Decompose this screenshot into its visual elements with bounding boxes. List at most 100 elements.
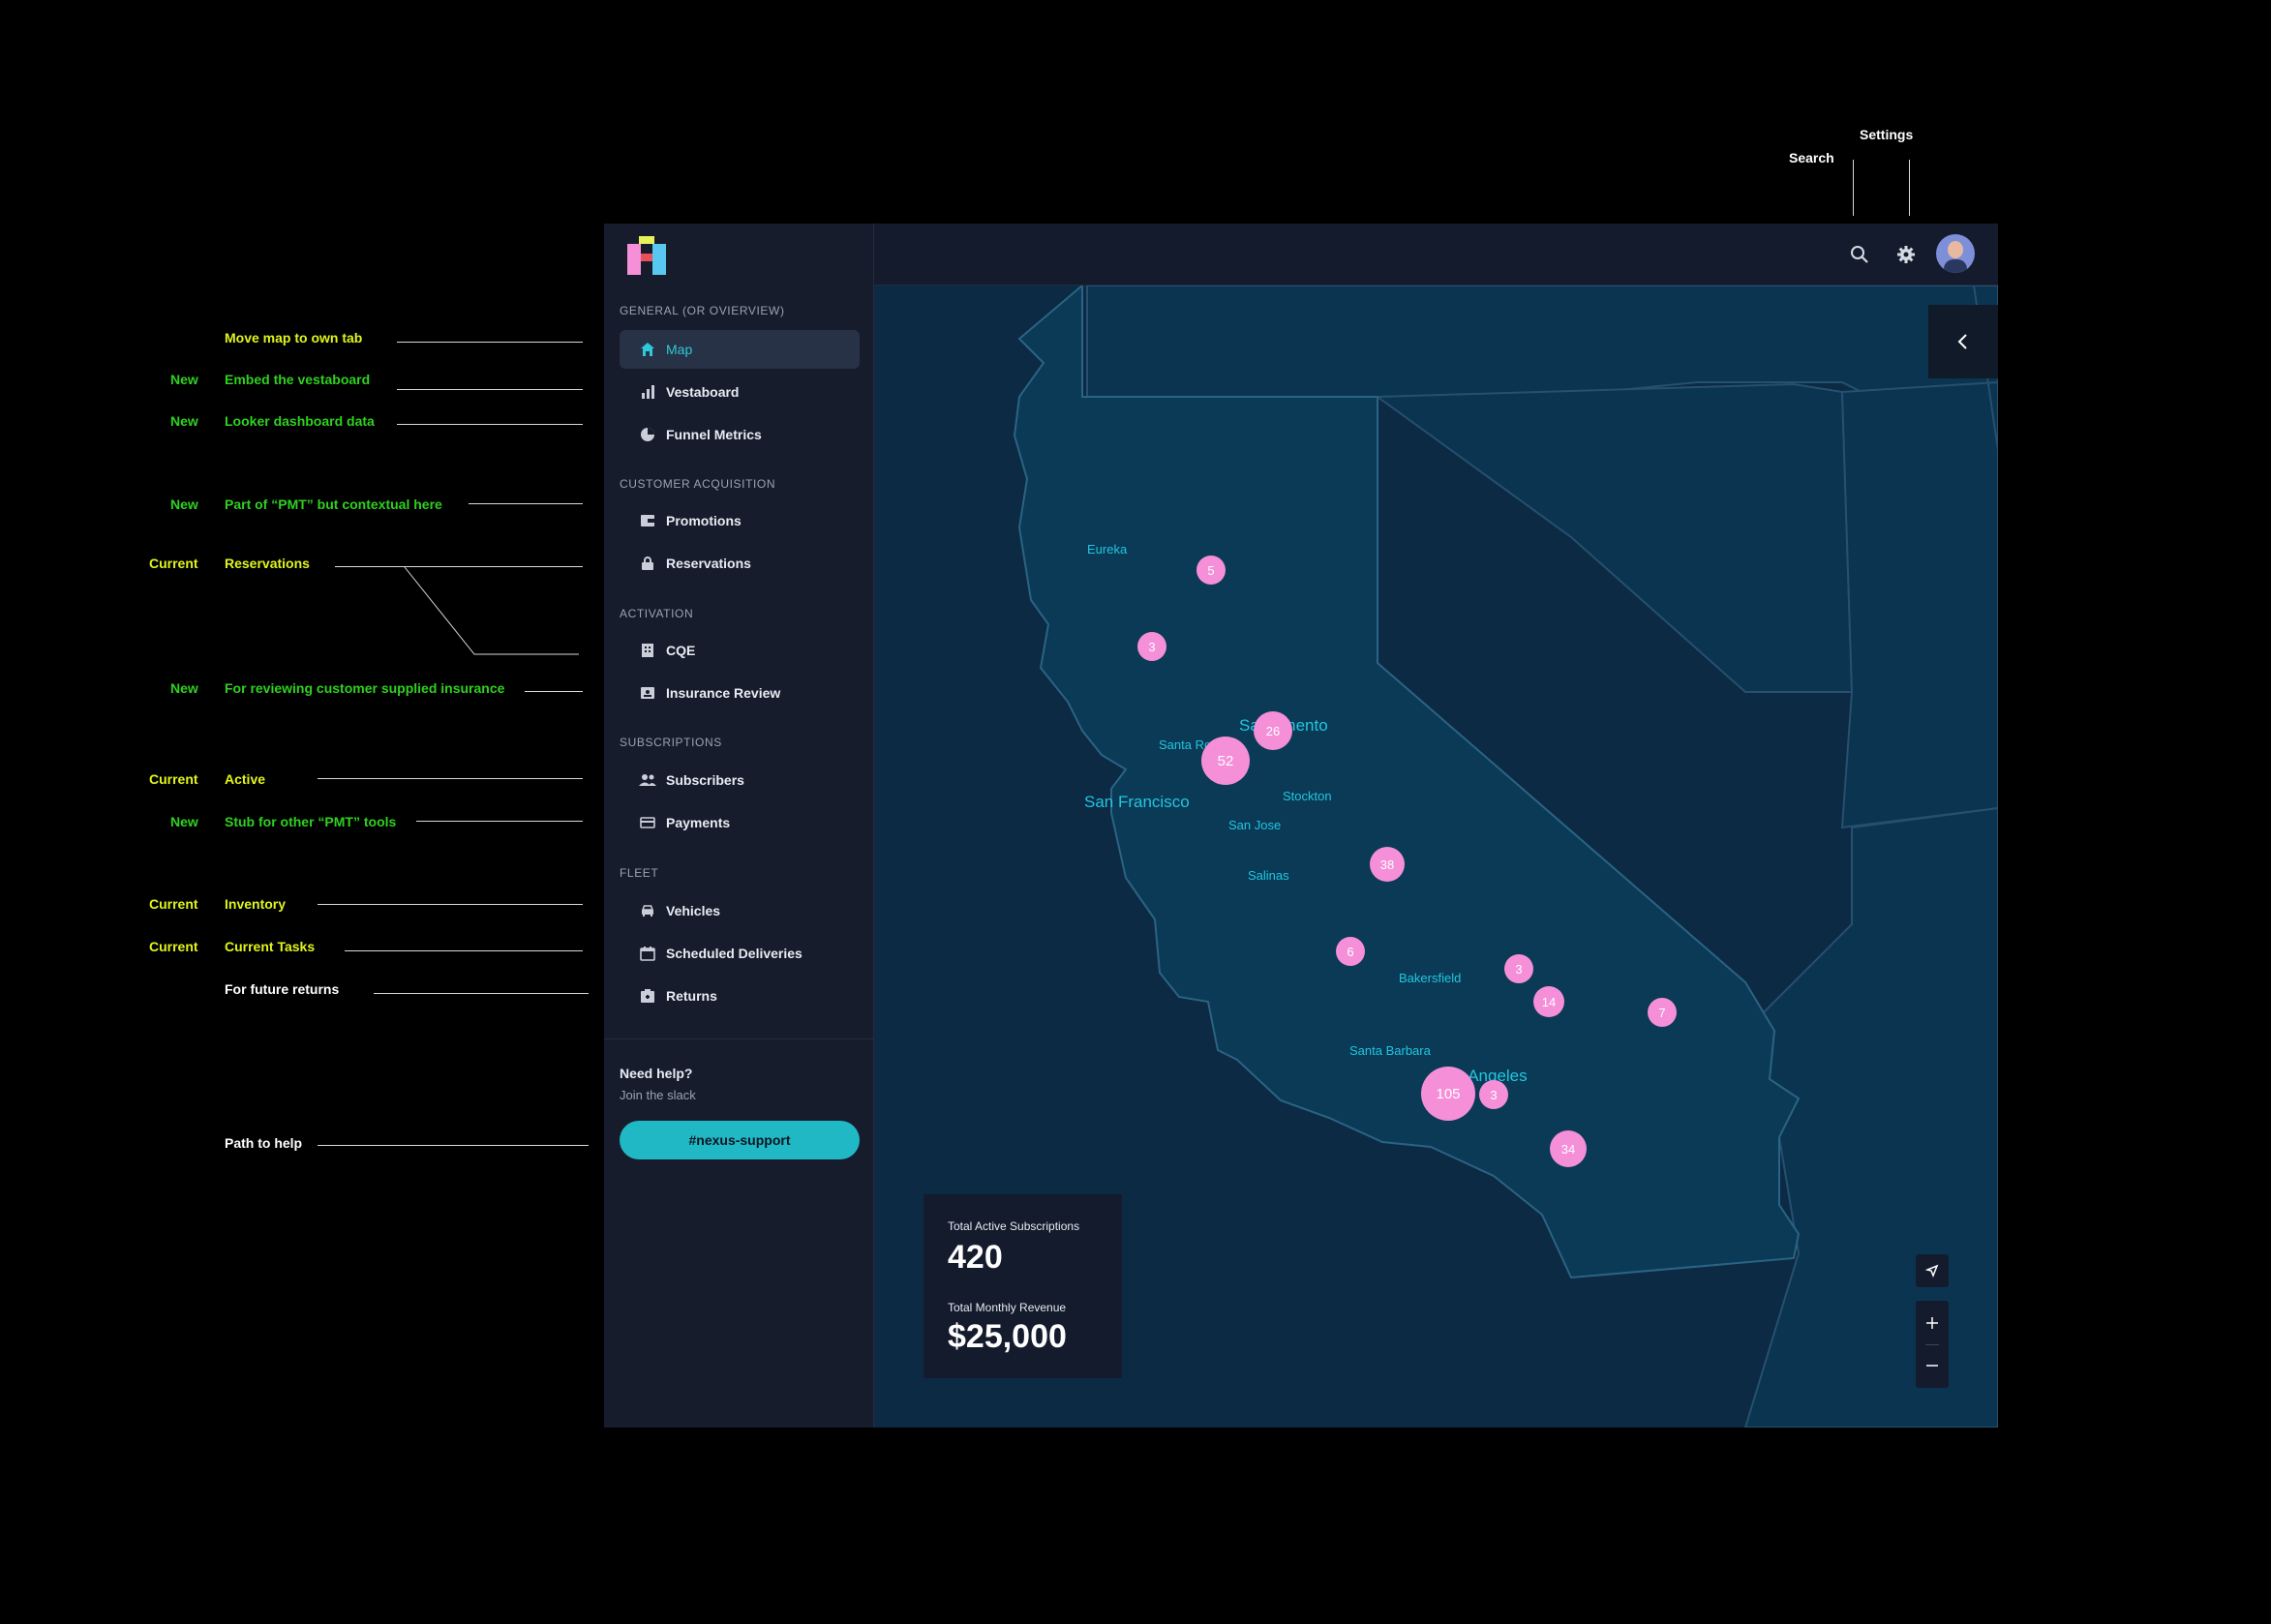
- nav-item-label: Payments: [666, 815, 731, 830]
- cluster-marker[interactable]: 38: [1370, 847, 1405, 882]
- city-label: Bakersfield: [1399, 971, 1462, 985]
- cursor-icon: [1925, 1264, 1939, 1278]
- nav-item-promotions[interactable]: Promotions: [620, 501, 860, 540]
- revenue-label: Total Monthly Revenue: [948, 1301, 1067, 1314]
- nav-item-label: Insurance Review: [666, 685, 781, 701]
- annotation-line: [335, 566, 583, 567]
- nav-item-label: Returns: [666, 988, 717, 1004]
- nav-item-vestaboard[interactable]: Vestaboard: [620, 373, 860, 411]
- annotation-text: Stub for other “PMT” tools: [225, 814, 397, 829]
- cluster-marker[interactable]: 34: [1550, 1130, 1587, 1167]
- nav-item-reservations[interactable]: Reservations: [620, 544, 860, 583]
- cluster-marker[interactable]: 6: [1336, 937, 1365, 966]
- map-area[interactable]: Eureka Sacramento Santa Rosa San Francis…: [874, 286, 1998, 1428]
- sidebar-divider: [604, 1038, 873, 1039]
- cluster-marker[interactable]: 3: [1137, 632, 1166, 661]
- annotation-text: Move map to own tab: [225, 330, 363, 346]
- nav-item-label: Reservations: [666, 556, 751, 571]
- annotation-tag: New: [170, 413, 198, 429]
- settings-button[interactable]: [1892, 241, 1920, 268]
- collapse-panel-button[interactable]: [1928, 305, 1998, 378]
- zoom-controls: [1916, 1301, 1949, 1388]
- nav-item-funnel-metrics[interactable]: Funnel Metrics: [620, 415, 860, 454]
- cluster-marker[interactable]: 7: [1648, 998, 1677, 1027]
- california-shape: [1013, 286, 1801, 1279]
- building-icon: [639, 642, 656, 659]
- annotation-tag: New: [170, 496, 198, 512]
- annotation-tag: New: [170, 814, 198, 829]
- cluster-marker[interactable]: 5: [1196, 556, 1226, 585]
- nav-item-cqe[interactable]: CQE: [620, 631, 860, 670]
- cluster-marker[interactable]: 3: [1479, 1080, 1508, 1109]
- nav-item-label: Promotions: [666, 513, 742, 528]
- city-label: San Francisco: [1084, 793, 1190, 811]
- calendar-icon: [639, 945, 656, 962]
- select-tool-button[interactable]: [1916, 1254, 1949, 1287]
- annotation-line: [374, 993, 589, 994]
- plus-icon: [1926, 1317, 1938, 1329]
- cluster-marker[interactable]: 14: [1533, 986, 1564, 1017]
- pie-chart-icon: [639, 426, 656, 443]
- search-callout: Search: [1789, 150, 1834, 165]
- annotation-tag: Current: [149, 939, 198, 954]
- annotation-line: [469, 503, 583, 504]
- nav-item-returns[interactable]: Returns: [620, 977, 860, 1015]
- wallet-icon: [639, 512, 656, 529]
- zoom-out-button[interactable]: [1916, 1351, 1949, 1380]
- nav-item-subscribers[interactable]: Subscribers: [620, 761, 860, 799]
- annotation-line: [318, 1145, 589, 1146]
- people-icon: [639, 771, 656, 789]
- annotation-text: Looker dashboard data: [225, 413, 375, 429]
- nav-item-payments[interactable]: Payments: [620, 803, 860, 842]
- avatar[interactable]: [1936, 234, 1975, 273]
- nav-item-label: Subscribers: [666, 772, 744, 788]
- nav-item-insurance-review[interactable]: Insurance Review: [620, 674, 860, 712]
- section-header-fleet: FLEET: [620, 866, 659, 880]
- avatar-shoulders: [1944, 259, 1967, 273]
- app-logo: [627, 236, 666, 275]
- cluster-marker[interactable]: 105: [1421, 1067, 1475, 1121]
- return-box-icon: [639, 987, 656, 1005]
- annotation-connector: [404, 566, 579, 655]
- nav-item-label: Vestaboard: [666, 384, 740, 400]
- city-label: San Jose: [1228, 818, 1282, 832]
- nav-item-map[interactable]: Map: [620, 330, 860, 369]
- nav-item-vehicles[interactable]: Vehicles: [620, 891, 860, 930]
- section-header-customer-acquisition: CUSTOMER ACQUISITION: [620, 477, 776, 491]
- chevron-left-icon: [1957, 334, 1967, 349]
- slack-support-button[interactable]: #nexus-support: [620, 1121, 860, 1159]
- annotation-line: [345, 950, 583, 951]
- credit-card-icon: [639, 814, 656, 831]
- cluster-marker[interactable]: 26: [1254, 711, 1292, 750]
- city-label: Eureka: [1087, 542, 1128, 556]
- help-subtitle: Join the slack: [620, 1088, 696, 1102]
- search-button[interactable]: [1846, 241, 1873, 268]
- zoom-in-button[interactable]: [1916, 1308, 1949, 1338]
- revenue-value: $25,000: [948, 1318, 1067, 1355]
- city-label: Santa Barbara: [1349, 1043, 1431, 1058]
- settings-callout-line: [1909, 160, 1910, 216]
- annotation-text: Active: [225, 771, 266, 787]
- annotation-tag: Current: [149, 556, 198, 571]
- gear-icon: [1897, 246, 1915, 263]
- car-icon: [639, 902, 656, 919]
- annotation-text: Part of “PMT” but contextual here: [225, 496, 442, 512]
- avatar-face: [1948, 241, 1963, 258]
- nav-item-scheduled-deliveries[interactable]: Scheduled Deliveries: [620, 934, 860, 973]
- annotation-line: [416, 821, 583, 822]
- search-icon: [1851, 246, 1868, 263]
- annotation-tag: New: [170, 372, 198, 387]
- annotation-text: Path to help: [225, 1135, 303, 1151]
- annotation-line: [397, 389, 583, 390]
- cluster-marker[interactable]: 3: [1504, 954, 1533, 983]
- utah-shape: [1840, 380, 1998, 829]
- minus-icon: [1926, 1365, 1938, 1367]
- search-callout-line: [1853, 160, 1854, 216]
- annotation-text: Inventory: [225, 896, 287, 912]
- cluster-marker[interactable]: 52: [1201, 737, 1250, 785]
- lock-icon: [639, 555, 656, 572]
- sidebar: GENERAL (OR OVIERVIEW) Map Vestaboard Fu…: [604, 224, 874, 1428]
- annotation-tag: New: [170, 680, 198, 696]
- annotation-text: Embed the vestaboard: [225, 372, 371, 387]
- help-title: Need help?: [620, 1066, 693, 1081]
